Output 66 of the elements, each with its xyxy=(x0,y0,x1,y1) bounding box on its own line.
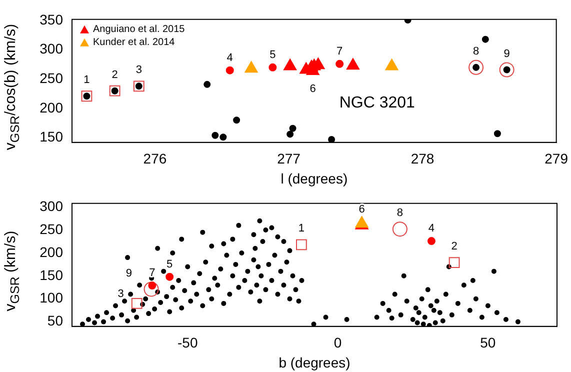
y-tick-label: 100 xyxy=(40,290,64,306)
annotation: 3 xyxy=(136,64,142,76)
point xyxy=(131,298,142,309)
annotation: 8 xyxy=(396,207,403,220)
annotation: 6 xyxy=(358,203,365,216)
x-tick-label: 277 xyxy=(277,150,301,167)
x-tick-label: 50 xyxy=(480,334,496,351)
y-tick-label: 200 xyxy=(40,99,64,116)
x-axis-title: b (degrees) xyxy=(278,354,350,370)
point xyxy=(296,239,307,250)
annotation: 8 xyxy=(472,45,480,58)
point xyxy=(244,61,258,73)
x-tick-label: 276 xyxy=(143,150,167,167)
point xyxy=(212,132,219,139)
point xyxy=(482,36,489,43)
point xyxy=(427,237,436,246)
point xyxy=(289,124,296,132)
x-axis-title: l (degrees) xyxy=(280,170,348,186)
y-tick-label: 150 xyxy=(40,266,64,283)
x-tick-label: -50 xyxy=(178,334,198,351)
annotation: 5 xyxy=(166,258,173,270)
y-tick-label: 50 xyxy=(47,312,64,329)
point xyxy=(204,80,211,88)
x-tick-label: 279 xyxy=(544,150,568,167)
y-tick-label: 250 xyxy=(40,70,64,86)
annotation: 1 xyxy=(84,74,90,86)
point xyxy=(468,60,484,75)
y-tick-label: 350 xyxy=(40,11,64,28)
y-tick-label: 200 xyxy=(40,244,64,260)
y-tick-label: 300 xyxy=(40,198,64,214)
point xyxy=(448,257,460,268)
annotation: 6 xyxy=(310,82,316,95)
y-tick-label: 300 xyxy=(40,40,64,57)
legend-label: Anguiano et al. 2015 xyxy=(93,24,186,36)
point xyxy=(385,58,398,70)
annotation: 7 xyxy=(336,45,343,58)
y-tick-label: 250 xyxy=(40,220,64,237)
point xyxy=(494,130,501,138)
annotation: 7 xyxy=(149,267,156,280)
annotation: 1 xyxy=(298,222,304,235)
annotation: 9 xyxy=(126,267,132,280)
annotation: 3 xyxy=(118,288,124,300)
annotation: 4 xyxy=(226,52,233,64)
point xyxy=(233,116,240,124)
point xyxy=(268,63,277,72)
x-tick-label: 0 xyxy=(334,334,342,351)
point xyxy=(166,272,174,281)
annotation: 5 xyxy=(270,48,276,61)
point xyxy=(220,134,227,141)
annotation: 2 xyxy=(112,68,118,81)
point xyxy=(336,60,344,68)
point xyxy=(499,62,514,78)
point xyxy=(226,66,234,74)
legend-label: Kunder et al. 2014 xyxy=(93,37,176,48)
point xyxy=(286,130,294,138)
annotation: 4 xyxy=(428,222,435,235)
annotation: 2 xyxy=(451,240,458,253)
annotation: 9 xyxy=(504,48,510,60)
point xyxy=(284,58,297,70)
annotation: NGC 3201 xyxy=(339,94,416,112)
point xyxy=(346,58,360,70)
point xyxy=(144,282,159,297)
y-tick-label: 150 xyxy=(40,128,64,145)
point xyxy=(328,136,336,142)
point xyxy=(392,222,408,237)
x-tick-label: 278 xyxy=(410,150,434,167)
